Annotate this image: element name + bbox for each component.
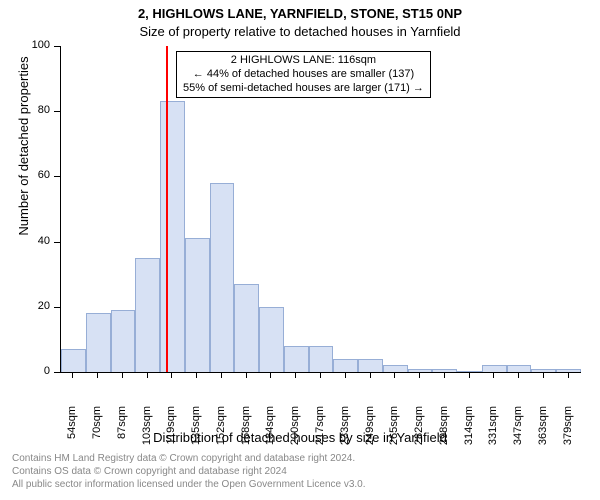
histogram-bar [309, 346, 334, 372]
x-tick-label: 347sqm [512, 406, 524, 456]
chart-root: 2, HIGHLOWS LANE, YARNFIELD, STONE, ST15… [0, 0, 600, 500]
annotation-line: 55% of semi-detached houses are larger (… [183, 82, 424, 96]
x-tick-label: 314sqm [463, 406, 475, 456]
x-tick [147, 372, 148, 378]
x-tick-label: 135sqm [190, 406, 202, 456]
x-tick-label: 217sqm [314, 406, 326, 456]
histogram-bar [160, 101, 185, 372]
x-tick-label: 265sqm [388, 406, 400, 456]
histogram-bar [358, 359, 383, 372]
histogram-bar [61, 349, 86, 372]
x-tick [196, 372, 197, 378]
y-tick-label: 100 [20, 39, 50, 51]
histogram-bar [556, 369, 581, 372]
x-tick [270, 372, 271, 378]
footer-line: All public sector information licensed u… [12, 478, 366, 491]
annotation-line: 2 HIGHLOWS LANE: 116sqm [183, 54, 424, 68]
histogram-bar [333, 359, 358, 372]
histogram-bar [531, 369, 556, 372]
annotation-box: 2 HIGHLOWS LANE: 116sqm← 44% of detached… [176, 51, 431, 98]
footer-licence: Contains HM Land Registry data © Crown c… [12, 452, 366, 491]
x-tick-label: 168sqm [240, 406, 252, 456]
x-tick-label: 54sqm [66, 406, 78, 456]
histogram-bar [86, 313, 111, 372]
x-tick [568, 372, 569, 378]
y-tick-label: 0 [20, 365, 50, 377]
y-tick [54, 111, 60, 112]
x-tick [394, 372, 395, 378]
histogram-bar [259, 307, 284, 372]
plot-area: 2 HIGHLOWS LANE: 116sqm← 44% of detached… [60, 46, 581, 373]
x-tick-label: 379sqm [562, 406, 574, 456]
x-tick [97, 372, 98, 378]
x-tick [518, 372, 519, 378]
x-tick [345, 372, 346, 378]
histogram-bar [210, 183, 235, 372]
x-tick [72, 372, 73, 378]
x-tick-label: 103sqm [141, 406, 153, 456]
x-tick [419, 372, 420, 378]
histogram-bar [234, 284, 259, 372]
y-tick-label: 20 [20, 300, 50, 312]
histogram-bar [457, 371, 482, 372]
property-marker-line [166, 46, 168, 372]
footer-line: Contains OS data © Crown copyright and d… [12, 465, 366, 478]
x-tick-label: 331sqm [487, 406, 499, 456]
y-tick [54, 176, 60, 177]
y-tick [54, 242, 60, 243]
histogram-bar [284, 346, 309, 372]
y-tick [54, 307, 60, 308]
x-tick-label: 249sqm [364, 406, 376, 456]
x-tick [320, 372, 321, 378]
y-tick-label: 40 [20, 235, 50, 247]
address-title: 2, HIGHLOWS LANE, YARNFIELD, STONE, ST15… [0, 6, 600, 21]
histogram-bar [432, 369, 457, 372]
y-tick-label: 80 [20, 104, 50, 116]
y-tick-label: 60 [20, 169, 50, 181]
x-tick-label: 184sqm [264, 406, 276, 456]
x-tick-label: 119sqm [165, 406, 177, 456]
x-tick [370, 372, 371, 378]
y-tick [54, 46, 60, 47]
x-tick [221, 372, 222, 378]
x-tick [469, 372, 470, 378]
annotation-line: ← 44% of detached houses are smaller (13… [183, 68, 424, 82]
histogram-bar [135, 258, 160, 372]
x-tick-label: 70sqm [91, 406, 103, 456]
y-tick [54, 372, 60, 373]
x-tick [493, 372, 494, 378]
histogram-bar [185, 238, 210, 372]
x-tick-label: 87sqm [116, 406, 128, 456]
x-tick [444, 372, 445, 378]
x-tick-label: 233sqm [339, 406, 351, 456]
x-tick [122, 372, 123, 378]
x-tick-label: 152sqm [215, 406, 227, 456]
x-tick [246, 372, 247, 378]
x-tick-label: 363sqm [537, 406, 549, 456]
x-tick [171, 372, 172, 378]
x-tick-label: 282sqm [413, 406, 425, 456]
x-tick-label: 298sqm [438, 406, 450, 456]
subtitle: Size of property relative to detached ho… [0, 24, 600, 39]
x-tick [295, 372, 296, 378]
histogram-bar [111, 310, 136, 372]
x-tick [543, 372, 544, 378]
x-tick-label: 200sqm [289, 406, 301, 456]
